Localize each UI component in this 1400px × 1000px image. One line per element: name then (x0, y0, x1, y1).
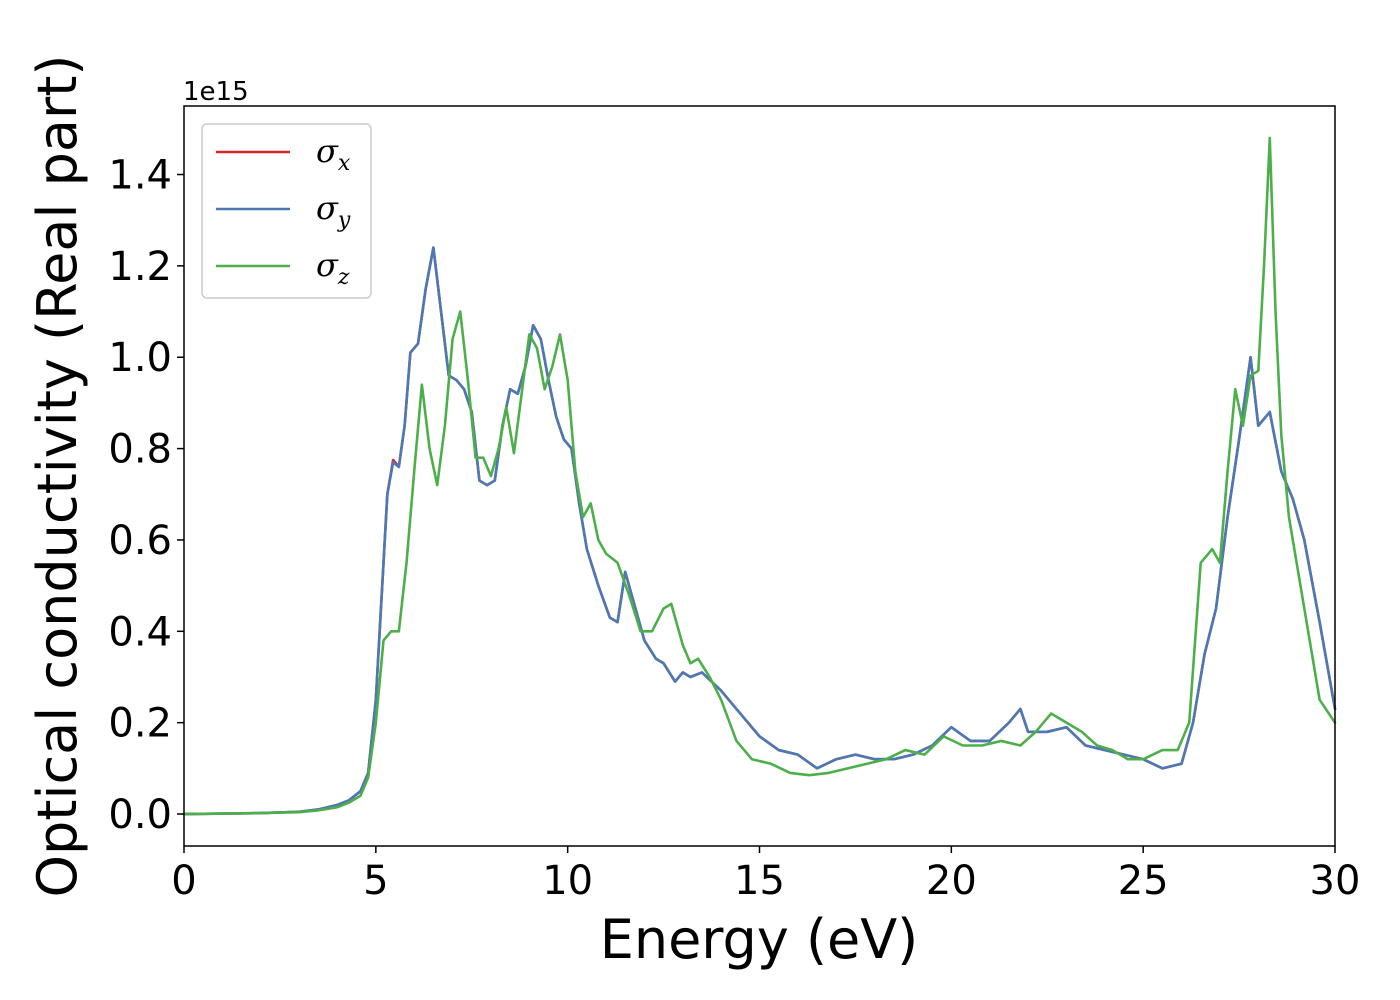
x-axis-label: Energy (eV) (600, 908, 919, 971)
series-layer (182, 136, 1337, 816)
y-tick-label: 0.4 (108, 609, 172, 655)
legend-label-z: σz (316, 246, 350, 290)
x-tick-label: 15 (734, 858, 785, 904)
y-tick-label: 0.6 (108, 518, 172, 564)
x-tick-label: 20 (926, 858, 977, 904)
y-offset-label: 1e15 (183, 77, 249, 107)
legend-symbol: σ (316, 189, 339, 227)
x-tick-label: 10 (542, 858, 593, 904)
x-tick-label: 5 (363, 858, 388, 904)
y-tick-label: 1.2 (108, 244, 172, 290)
x-axis-ticks: 0 5 10 15 20 25 30 (171, 846, 1360, 904)
series-line-y (182, 246, 1337, 816)
legend-symbol: σ (316, 132, 339, 170)
legend-symbol: σ (316, 246, 339, 284)
legend-box (201, 123, 372, 299)
legend-subscript: y (337, 208, 351, 233)
series-line-x (182, 246, 1337, 816)
y-axis-label: Optical conductivity (Real part) (26, 55, 89, 898)
x-tick-label: 25 (1118, 858, 1169, 904)
y-tick-label: 1.4 (108, 153, 172, 199)
legend-subscript: x (338, 151, 351, 176)
x-tick-label: 30 (1310, 858, 1361, 904)
y-tick-label: 1.0 (108, 335, 172, 381)
legend-subscript: z (337, 265, 350, 290)
y-tick-label: 0.0 (108, 792, 172, 838)
y-axis-ticks: 0.0 0.2 0.4 0.6 0.8 1.0 1.2 1.4 (108, 153, 184, 838)
x-tick-label: 0 (171, 858, 196, 904)
y-tick-label: 0.8 (108, 427, 172, 473)
series-line-z (182, 136, 1337, 816)
legend-label-x: σx (316, 132, 351, 176)
y-tick-label: 0.2 (108, 701, 172, 747)
legend-label-y: σy (316, 189, 351, 233)
